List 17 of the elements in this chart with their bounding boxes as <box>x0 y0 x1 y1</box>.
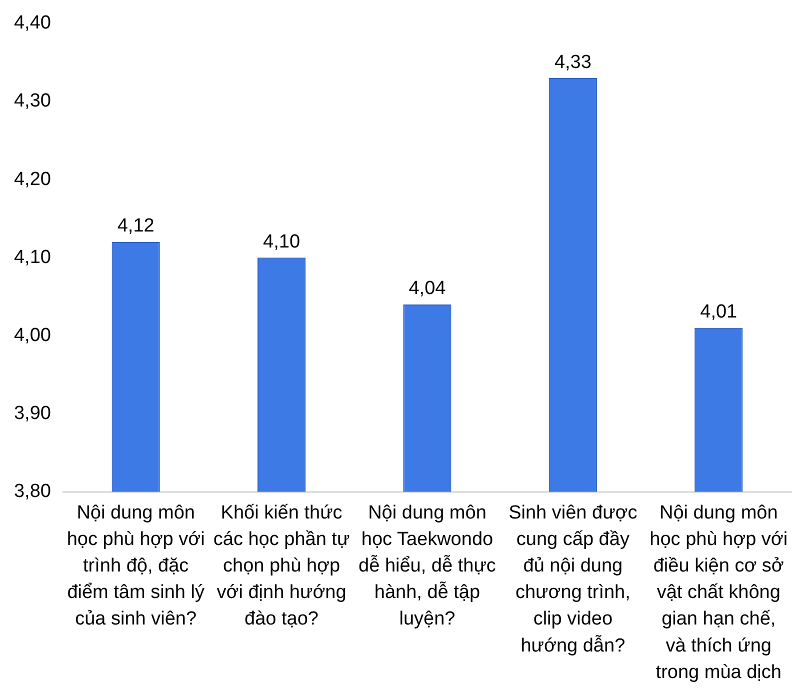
y-tick-label: 4,20 <box>14 168 51 190</box>
x-tick-label: Nội dung môn học phù hợp với điều kiện cơ sở vật chất không gian hạn chế, và thích ứng trong mùa dịch <box>650 502 788 683</box>
y-tick-label: 4,00 <box>14 324 51 346</box>
data-label: 4,01 <box>700 302 738 323</box>
data-label: 4,04 <box>408 278 446 300</box>
y-tick-label: 4,40 <box>14 12 51 34</box>
data-label: 4,33 <box>554 52 592 73</box>
y-tick-label: 3,80 <box>14 481 51 502</box>
data-label: 4,12 <box>117 216 154 237</box>
x-tick-label: Nội dung môn học Taekwondo dễ hiểu, dễ thực hành, dễ tập luyện? <box>358 502 496 630</box>
y-tick-label: 4,10 <box>14 246 51 268</box>
y-tick-label: 4,30 <box>14 90 51 112</box>
x-tick-label: Sinh viên được cung cấp đầy đủ nội dung chương trình, clip video hướng dẫn? <box>508 502 638 656</box>
x-tick-label: Khối kiến thức các học phần tự chọn phù hợp với định hướng đào tạo? <box>213 502 350 630</box>
data-label: 4,10 <box>263 231 300 252</box>
y-tick-label: 3,90 <box>14 402 51 424</box>
x-tick-label: Nội dung môn học phù hợp với trình độ, đặc điểm tâm sinh lý của sinh viên? <box>66 502 205 630</box>
